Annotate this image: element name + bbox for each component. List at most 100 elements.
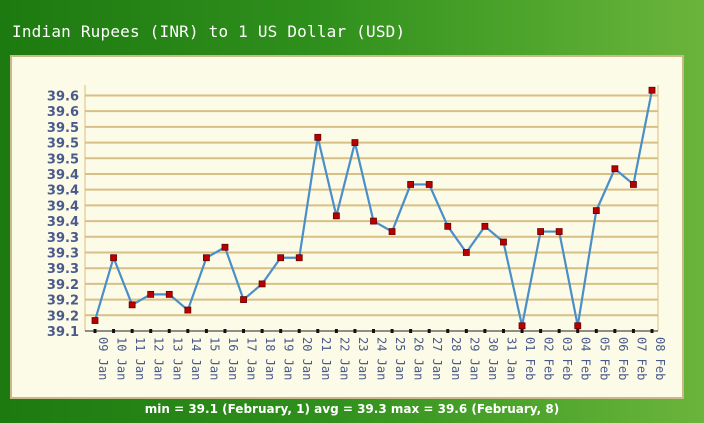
y-tick-label: 39.3 [47,246,79,261]
x-tick-mark [279,329,283,333]
x-tick-mark [353,329,357,333]
x-tick-mark [334,329,338,333]
x-tick-mark [427,329,431,333]
data-point [537,228,544,235]
x-tick-label: 24 Jan [375,337,389,380]
x-tick-mark [390,329,394,333]
x-tick-label: 14 Jan [189,337,203,380]
data-point [425,181,433,188]
data-point [332,212,340,220]
x-tick-mark [242,329,246,333]
x-tick-label: 04 Feb [579,337,593,380]
summary-stats: min = 39.1 (February, 1) avg = 39.3 max … [144,402,560,416]
chart-title: Indian Rupees (INR) to 1 US Dollar (USD) [12,22,406,41]
data-point [314,133,322,141]
y-tick-label: 39.4 [47,184,79,199]
x-tick-mark [501,329,505,333]
x-tick-mark [483,329,487,333]
x-tick-mark [539,329,543,333]
data-point [481,222,489,230]
x-tick-mark [167,329,171,333]
x-tick-label: 30 Jan [486,337,500,380]
x-tick-mark [223,329,227,333]
y-tick-label: 39.2 [47,278,79,293]
x-tick-label: 03 Feb [560,337,574,380]
data-point [91,317,99,324]
x-tick-label: 22 Jan [337,337,351,380]
data-point [555,228,563,235]
x-tick-label: 17 Jan [245,337,259,380]
data-point [258,280,266,288]
data-point [574,322,582,330]
x-tick-mark [260,329,264,333]
data-point [147,290,155,298]
x-tick-label: 09 Jan [96,337,110,380]
data-point [295,254,303,262]
y-tick-label: 39.6 [47,89,79,104]
x-tick-label: 01 Feb [523,337,537,380]
series-inr-usd [91,86,656,330]
data-point [388,228,396,235]
data-point [128,301,136,309]
data-point [370,217,377,225]
x-tick-mark [613,329,617,333]
y-tick-label: 39.4 [47,215,79,230]
y-tick-label: 39.4 [47,168,79,183]
y-tick-label: 39.5 [47,121,79,136]
x-tick-label: 21 Jan [319,337,333,380]
x-tick-mark [372,329,375,333]
x-tick-label: 08 Feb [653,337,667,380]
series-line [93,90,654,327]
x-tick-mark [149,329,153,333]
x-tick-mark [446,329,450,333]
x-tick-mark [204,329,208,333]
data-point [462,249,470,256]
data-point [351,139,359,146]
x-tick-label: 12 Jan [152,337,166,380]
x-tick-label: 20 Jan [300,337,314,380]
data-point [202,254,210,262]
x-tick-label: 16 Jan [226,337,240,380]
data-point [407,181,415,188]
data-point [240,296,247,303]
data-point [444,222,452,230]
y-tick-label: 39.1 [47,325,79,340]
x-tick-label: 26 Jan [412,337,426,380]
data-point [277,254,285,262]
y-axis: 39.139.239.239.239.339.339.339.439.439.4… [47,89,79,340]
x-tick-label: 25 Jan [393,337,407,380]
x-tick-label: 07 Feb [634,337,648,380]
x-tick-label: 27 Jan [430,337,444,380]
y-tick-label: 39.2 [47,309,79,324]
y-tick-label: 39.2 [47,294,79,309]
y-tick-label: 39.4 [47,199,79,214]
x-tick-label: 18 Jan [263,337,277,380]
data-point [110,254,117,262]
x-tick-mark [594,329,598,333]
y-tick-label: 39.3 [47,262,79,277]
x-tick-label: 10 Jan [115,337,129,380]
grid-lines [84,85,659,331]
data-point [184,306,192,314]
x-tick-label: 19 Jan [282,337,296,380]
x-tick-label: 11 Jan [133,337,147,380]
x-tick-mark [297,329,301,333]
data-point [518,322,526,330]
data-point [611,165,619,173]
x-tick-label: 29 Jan [467,337,481,380]
x-tick-mark [316,329,320,333]
x-tick-mark [576,329,580,333]
x-tick-label: 15 Jan [207,337,221,380]
data-point [630,181,637,188]
x-tick-label: 13 Jan [170,337,184,380]
x-tick-mark [186,329,190,333]
y-tick-label: 39.5 [47,152,79,167]
data-point [592,207,600,215]
chart-panel: 39.1 39.2 39.2 39.2 39.3 39.3 39.3 39.4 39.4 39.4… [10,55,684,399]
x-axis: 09 Jan 10 Jan 11 Jan 12 Jan 13 Jan 14 Jan 15 J… [85,329,667,380]
x-tick-mark [520,329,524,333]
x-tick-label: 02 Feb [542,337,556,380]
x-tick-mark [409,329,413,333]
y-tick-label: 39.5 [47,137,79,152]
data-point [221,243,229,251]
